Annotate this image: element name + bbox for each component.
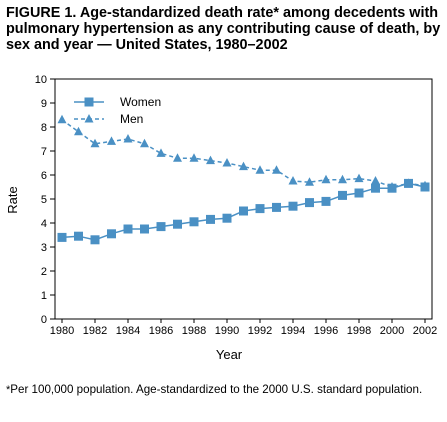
y-tick-label: 8 — [41, 122, 47, 134]
data-point-men — [123, 134, 133, 143]
data-point-women — [107, 229, 116, 239]
data-point-men — [74, 126, 83, 136]
x-tick-label: 1982 — [83, 325, 107, 337]
y-tick-label: 9 — [41, 98, 47, 110]
footnote-text: Per 100,000 population. Age-standardized… — [10, 383, 423, 396]
y-tick-label: 4 — [41, 218, 47, 230]
data-point-men — [288, 176, 298, 185]
data-point-women — [189, 217, 199, 227]
y-tick-label: 2 — [41, 266, 47, 278]
data-point-men — [387, 182, 397, 191]
x-tick-label: 1990 — [215, 325, 239, 337]
data-point-women — [288, 201, 298, 211]
data-point-women — [239, 206, 248, 216]
data-point-men — [90, 138, 100, 148]
data-point-men — [206, 155, 215, 165]
data-point-women — [305, 198, 314, 208]
y-tick-label: 3 — [41, 242, 47, 254]
legend-marker-men — [84, 114, 94, 123]
data-point-women — [255, 204, 265, 214]
data-point-women — [90, 235, 100, 245]
data-point-men — [305, 177, 314, 186]
data-point-women — [272, 202, 281, 212]
data-point-men — [173, 153, 182, 162]
x-tick-label: 1992 — [248, 325, 272, 337]
data-point-men — [107, 136, 116, 145]
data-point-women — [57, 232, 67, 242]
data-point-men — [57, 114, 67, 124]
y-tick-label: 7 — [41, 146, 47, 158]
data-point-men — [420, 180, 430, 190]
data-point-men — [404, 178, 413, 187]
x-tick-label: 1996 — [314, 325, 338, 337]
data-point-men — [140, 138, 149, 148]
x-tick-label: 2000 — [380, 325, 404, 337]
data-point-women — [206, 214, 215, 224]
y-tick-label: 6 — [41, 170, 47, 182]
legend: Women Men — [74, 95, 161, 126]
data-point-women — [354, 188, 364, 198]
x-tick-label: 1986 — [149, 325, 173, 337]
legend-label-women: Women — [120, 95, 161, 109]
x-tick-label: 1988 — [182, 325, 206, 337]
data-point-women — [74, 231, 83, 241]
data-point-men — [156, 148, 166, 157]
y-axis-title: Rate — [5, 186, 20, 213]
series-layer — [57, 114, 430, 245]
data-point-men — [189, 153, 199, 162]
x-tick-label: 2002 — [413, 325, 437, 337]
data-point-women — [173, 219, 182, 229]
x-tick-label: 1984 — [116, 325, 140, 337]
data-point-men — [354, 173, 364, 183]
data-point-men — [239, 161, 248, 171]
y-axis: 0 1 2 3 4 5 6 7 8 9 10 — [35, 74, 55, 326]
series-line-men — [61, 119, 426, 188]
data-point-women — [321, 196, 331, 206]
data-point-men — [371, 176, 380, 185]
legend-label-men: Men — [120, 112, 143, 126]
x-tick-label: 1998 — [347, 325, 371, 337]
x-axis: 1980 1982 1984 1986 1988 1990 1992 1994 1996 1998… — [50, 319, 437, 337]
x-tick-label: 1980 — [50, 325, 74, 337]
data-point-women — [371, 183, 380, 193]
data-point-men — [255, 165, 265, 174]
y-tick-label: 5 — [41, 194, 47, 206]
x-tick-label: 1994 — [281, 325, 305, 337]
y-tick-label: 1 — [41, 290, 47, 302]
data-point-women — [156, 222, 166, 232]
data-point-women — [140, 224, 149, 234]
data-point-men — [272, 165, 281, 174]
x-axis-title: Year — [216, 347, 243, 362]
footnote-mark: * — [6, 384, 11, 396]
data-point-men — [338, 174, 347, 184]
footnote: *Per 100,000 population. Age-standardize… — [6, 383, 426, 397]
figure-title: FIGURE 1. Age-standardized death rate* a… — [6, 5, 441, 53]
data-point-women — [123, 224, 133, 234]
data-point-men — [222, 158, 232, 167]
data-point-men — [321, 174, 331, 184]
y-tick-label: 10 — [35, 74, 47, 86]
data-point-women — [338, 190, 347, 200]
data-point-women — [222, 213, 232, 223]
y-tick-label: 0 — [41, 314, 47, 326]
legend-marker-women — [84, 97, 94, 107]
plot-frame — [54, 78, 433, 320]
